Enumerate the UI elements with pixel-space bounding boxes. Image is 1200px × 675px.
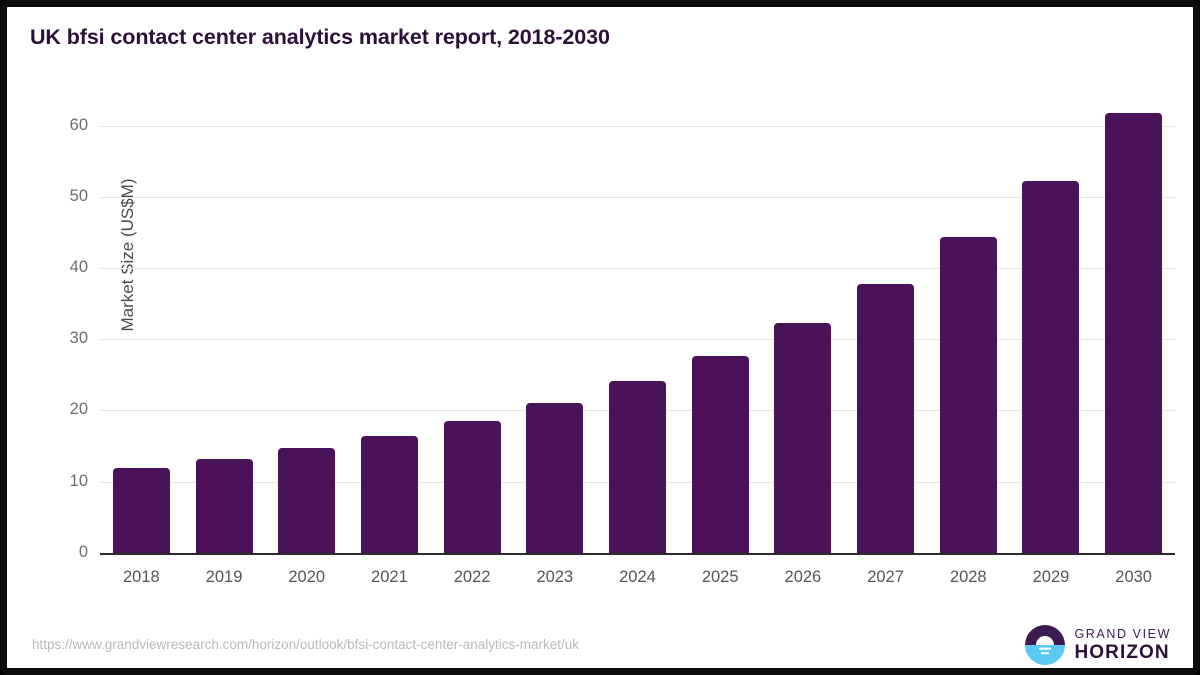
y-axis-tick-label: 60 bbox=[69, 115, 88, 134]
x-axis-tick-label-2022: 2022 bbox=[453, 568, 491, 586]
x-axis-tick-label-2028: 2028 bbox=[949, 568, 987, 586]
x-axis-tick-label-2020: 2020 bbox=[288, 568, 326, 586]
bar-2029[interactable] bbox=[1022, 180, 1080, 553]
x-axis-line bbox=[100, 552, 1175, 555]
y-axis-tick-label: 40 bbox=[69, 258, 88, 277]
gridline bbox=[100, 125, 1175, 127]
bar-2027[interactable] bbox=[857, 284, 915, 553]
bar-2018[interactable] bbox=[112, 468, 170, 553]
bar-slot bbox=[183, 126, 266, 553]
plot-area bbox=[100, 112, 1175, 553]
y-axis-tick-label: 30 bbox=[69, 329, 88, 348]
bar-slot bbox=[762, 126, 845, 553]
bar-slot bbox=[927, 126, 1010, 553]
bar-2019[interactable] bbox=[195, 458, 253, 553]
y-axis-tick-label: 50 bbox=[69, 186, 88, 205]
bar-slot bbox=[431, 126, 514, 553]
bar-slot bbox=[513, 126, 596, 553]
x-axis-tick-label-2030: 2030 bbox=[1115, 568, 1152, 586]
bar-2020[interactable] bbox=[278, 448, 336, 553]
x-axis-tick-label-2026: 2026 bbox=[784, 568, 822, 586]
bar-slot bbox=[679, 126, 762, 553]
gridline bbox=[100, 196, 1175, 198]
x-axis-tick-label-2023: 2023 bbox=[536, 568, 574, 586]
bar-2026[interactable] bbox=[774, 322, 832, 553]
bar-2024[interactable] bbox=[608, 381, 666, 553]
horizon-circle-icon bbox=[1025, 625, 1066, 665]
x-axis-tick-label-2024: 2024 bbox=[619, 568, 656, 586]
brand-logo-line1: GRAND VIEW bbox=[1074, 626, 1171, 641]
gridline bbox=[100, 339, 1175, 341]
bar-slot bbox=[1092, 112, 1175, 553]
bar-slot bbox=[265, 126, 348, 553]
bar-slot bbox=[596, 126, 679, 553]
y-axis-tick-label: 10 bbox=[69, 471, 88, 490]
x-axis-tick-label-2018: 2018 bbox=[122, 568, 160, 586]
bar-2030[interactable] bbox=[1105, 112, 1163, 553]
bar-slot bbox=[100, 126, 183, 553]
x-axis-tick-label-2025: 2025 bbox=[701, 568, 739, 586]
gridline bbox=[100, 268, 1175, 270]
page-title: UK bfsi contact center analytics market … bbox=[30, 25, 610, 49]
brand-logo-line2: HORIZON bbox=[1074, 642, 1170, 664]
bar-2022[interactable] bbox=[443, 421, 501, 553]
x-axis-tick-label-2029: 2029 bbox=[1032, 568, 1070, 586]
bar-slot bbox=[844, 126, 927, 553]
brand-logo: GRAND VIEW HORIZON bbox=[1025, 625, 1171, 665]
y-axis-tick-label: 20 bbox=[69, 400, 88, 419]
bar-2023[interactable] bbox=[526, 403, 584, 553]
brand-logo-text: GRAND VIEW HORIZON bbox=[1074, 628, 1171, 663]
source-url[interactable]: https://www.grandviewresearch.com/horizo… bbox=[32, 637, 579, 652]
y-axis-tick-label: 0 bbox=[78, 542, 88, 561]
x-axis-tick-label-2019: 2019 bbox=[205, 568, 243, 586]
x-axis-tick-label-2021: 2021 bbox=[371, 568, 408, 586]
bar-slot bbox=[1010, 126, 1093, 553]
x-axis-tick-label-2027: 2027 bbox=[867, 568, 904, 586]
bar-2021[interactable] bbox=[360, 435, 418, 553]
bar-2028[interactable] bbox=[939, 237, 997, 553]
bar-2025[interactable] bbox=[691, 355, 749, 553]
bar-slot bbox=[348, 126, 431, 553]
